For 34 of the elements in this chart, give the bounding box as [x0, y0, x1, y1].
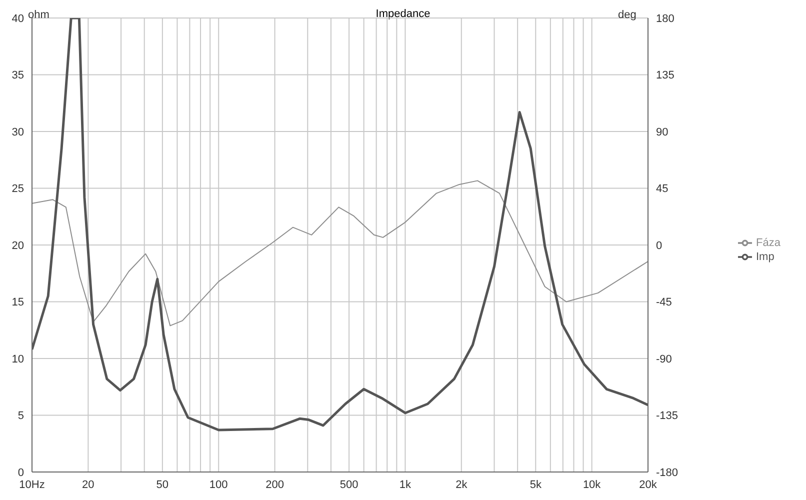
y2-tick-label: 90 — [656, 126, 668, 138]
x-tick-label: 10Hz — [19, 478, 45, 491]
y-axis-title: ohm — [28, 8, 50, 21]
x-tick-label: 2k — [456, 478, 468, 491]
chart-title: Impedance — [376, 8, 430, 20]
y-tick-label: 30 — [12, 126, 24, 138]
y2-tick-label: -180 — [656, 466, 678, 479]
x-tick-label: 200 — [266, 478, 284, 491]
y2-axis-title: deg — [618, 8, 636, 21]
y-tick-label: 25 — [12, 183, 24, 196]
y-tick-label: 10 — [12, 353, 24, 366]
y-tick-label: 15 — [12, 296, 24, 309]
y2-tick-label: 180 — [656, 12, 674, 25]
y-tick-label: 35 — [12, 70, 24, 82]
y-tick-label: 40 — [12, 12, 24, 25]
y2-tick-label: -45 — [656, 296, 672, 309]
y-tick-label: 0 — [18, 466, 24, 479]
x-tick-label: 20k — [639, 478, 658, 491]
y-tick-label: 5 — [18, 410, 24, 422]
y2-tick-label: -135 — [656, 410, 678, 422]
y-tick-label: 20 — [12, 240, 24, 252]
x-tick-label: 50 — [156, 478, 169, 491]
legend-label: Imp — [756, 250, 774, 263]
x-tick-label: 10k — [582, 478, 602, 491]
y2-tick-label: 0 — [656, 240, 662, 252]
y2-tick-label: 45 — [656, 183, 668, 196]
x-tick-label: 20 — [82, 478, 94, 491]
x-tick-label: 5k — [530, 478, 542, 491]
legend-label: Fáza — [756, 236, 780, 249]
x-tick-label: 1k — [399, 478, 412, 491]
y2-tick-label: 135 — [656, 70, 674, 82]
x-tick-label: 500 — [340, 478, 358, 491]
x-tick-label: 100 — [209, 478, 228, 491]
y2-tick-label: -90 — [656, 353, 672, 366]
